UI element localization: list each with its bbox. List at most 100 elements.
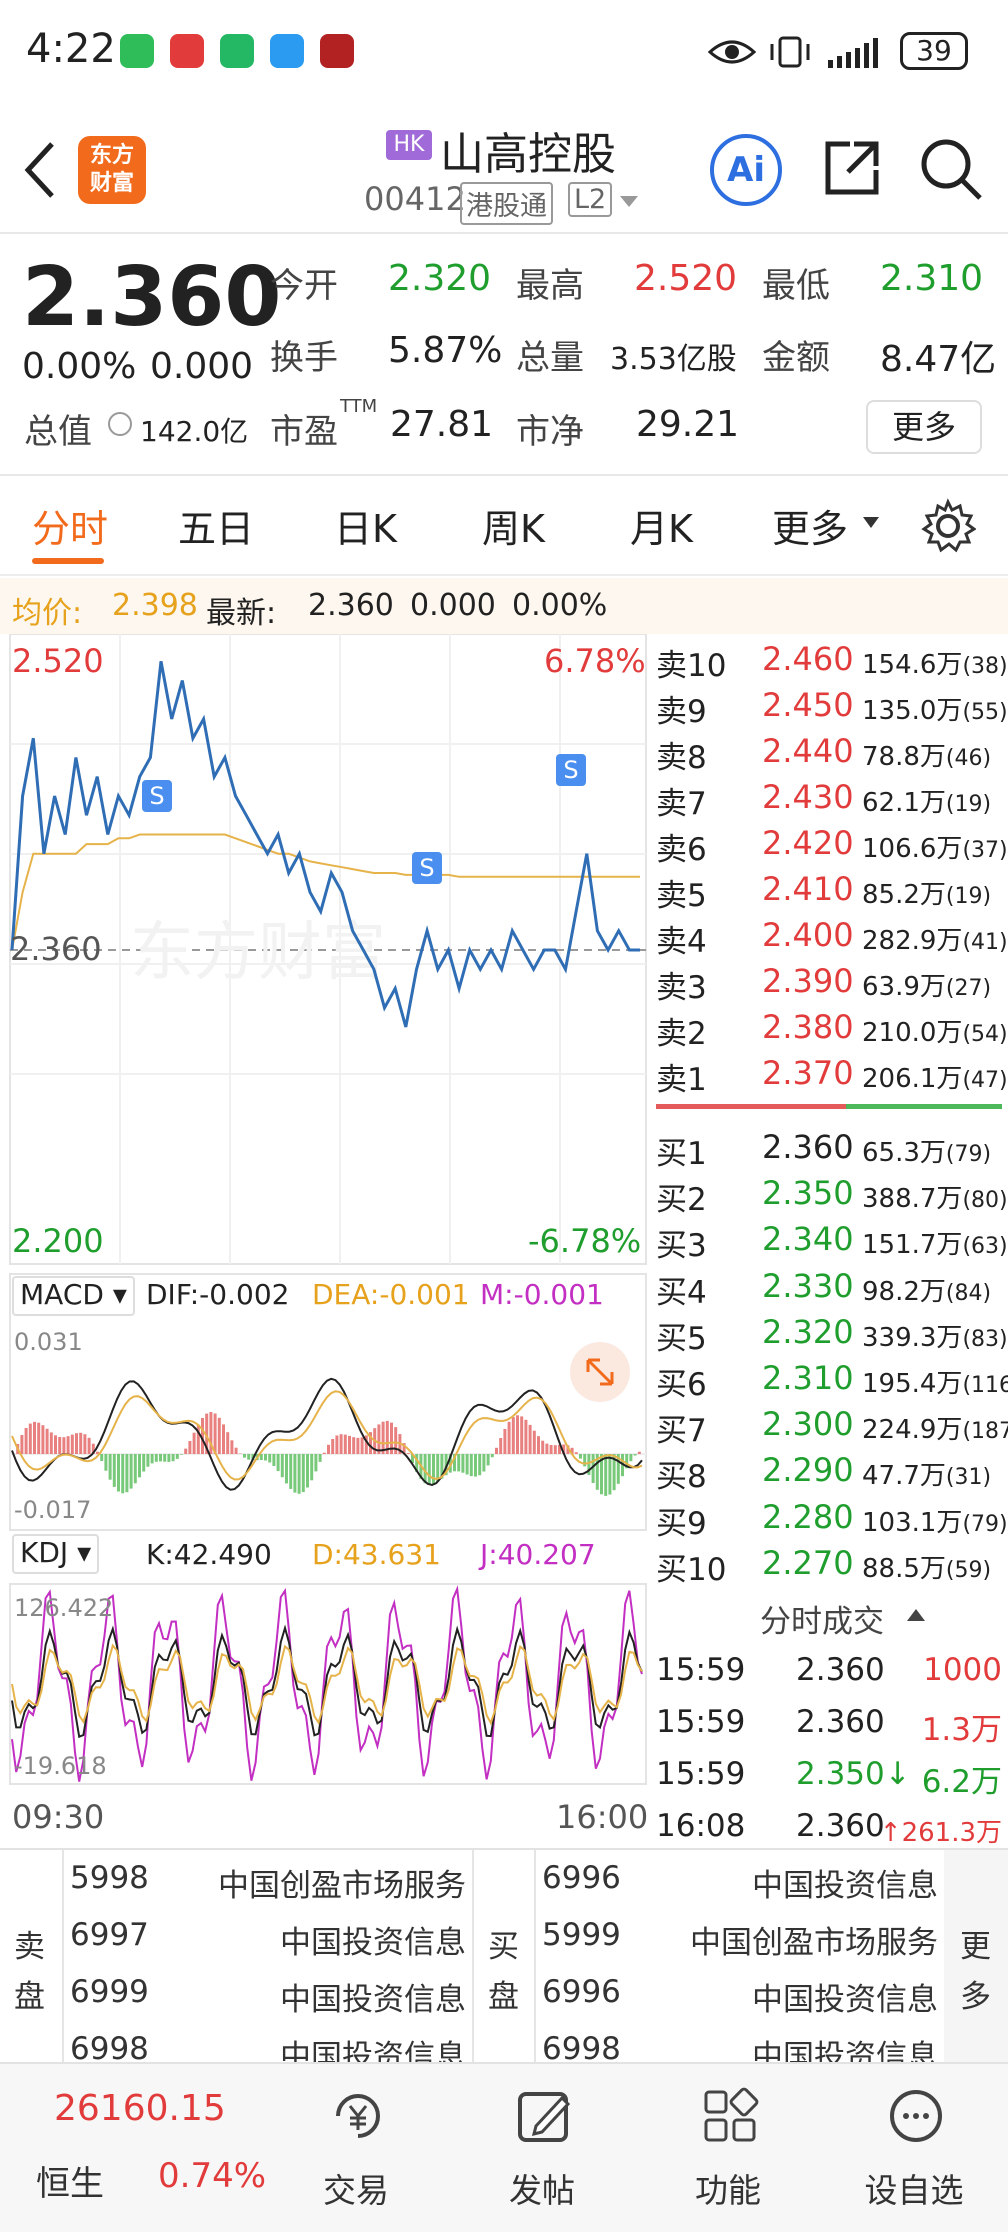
sell-marker[interactable]: S <box>412 852 442 884</box>
macd-selector[interactable]: MACD ▾ <box>12 1276 135 1316</box>
bid-count: (187) <box>962 1419 1008 1444</box>
ask-level: 卖8 <box>656 732 707 777</box>
kdj-selector[interactable]: KDJ ▾ <box>12 1534 99 1574</box>
avg-price-bar: 均价: 2.398 最新: 2.360 0.000 0.00% <box>0 578 1008 634</box>
share-icon[interactable] <box>820 136 884 200</box>
quote-label: 最低 <box>762 258 830 307</box>
broker-more-button[interactable]: 更 多 <box>944 1850 1008 2064</box>
watchlist-dots-icon <box>886 2086 946 2146</box>
y-high-label: 2.520 <box>12 642 104 680</box>
ask-level: 卖3 <box>656 962 707 1007</box>
nav-trade[interactable]: 交易 <box>266 2064 446 2234</box>
more-quote-button[interactable]: 更多 <box>866 400 982 454</box>
tick-time: 15:59 <box>656 1756 745 1792</box>
macd-bar <box>188 1441 191 1454</box>
ask-volume: 62.1万 <box>862 788 946 818</box>
tab-daily-k[interactable]: 日K <box>334 498 397 553</box>
status-time: 4:22 <box>26 26 116 72</box>
macd-bar <box>214 1414 217 1455</box>
macd-bar <box>495 1448 498 1454</box>
macd-bar <box>293 1454 296 1493</box>
nav-post[interactable]: 发帖 <box>452 2064 632 2234</box>
macd-bar <box>487 1454 490 1465</box>
tab-five-day[interactable]: 五日 <box>178 498 254 553</box>
bid-price: 2.270 <box>762 1544 854 1582</box>
tick-price: 2.360 <box>796 1808 885 1844</box>
tab-intraday[interactable]: 分时 <box>32 498 108 553</box>
macd-bar <box>575 1452 578 1454</box>
chevron-down-icon[interactable] <box>618 194 640 210</box>
macd-bar <box>634 1454 637 1456</box>
nav-add-watchlist[interactable]: 设自选 <box>824 2064 1004 2234</box>
bid-volume: 88.5万 <box>862 1554 946 1584</box>
macd-bar <box>58 1437 61 1454</box>
macd-bar <box>323 1453 326 1454</box>
ask-count: (19) <box>946 884 991 909</box>
macd-bar <box>46 1429 49 1454</box>
bid-volume: 224.9万 <box>862 1415 962 1445</box>
tab-weekly-k[interactable]: 周K <box>482 498 545 553</box>
info-dots-icon[interactable] <box>108 412 132 436</box>
search-icon[interactable] <box>918 136 984 202</box>
broker-id: 6996 <box>542 1974 621 2010</box>
macd-bar <box>466 1454 469 1475</box>
broker-name: 中国创盈市场服务 <box>218 1860 466 1905</box>
bid-volume: 388.7万 <box>862 1184 962 1214</box>
bid-price: 2.330 <box>762 1267 854 1305</box>
ask-volume: 85.2万 <box>862 880 946 910</box>
intraday-chart[interactable]: 东方财富 2.520 6.78% 2.360 2.200 -6.78% S S … <box>0 634 648 1842</box>
bid-price: 2.360 <box>762 1128 854 1166</box>
bid-level: 买8 <box>656 1451 707 1496</box>
nav-functions[interactable]: 功能 <box>638 2064 818 2234</box>
bid-level: 买1 <box>656 1128 707 1173</box>
settings-gear-icon[interactable] <box>920 498 976 554</box>
macd-bar <box>516 1415 519 1454</box>
back-arrow-icon[interactable] <box>20 140 60 200</box>
ticks-title[interactable]: 分时成交 <box>760 1596 884 1641</box>
sell-marker[interactable]: S <box>142 780 172 812</box>
ask-price: 2.450 <box>762 686 854 724</box>
macd-bar <box>88 1438 91 1454</box>
ai-assistant-button[interactable]: Ai <box>710 134 782 206</box>
app-notification-icon <box>220 34 254 68</box>
index-ticker[interactable]: 26160.15 恒生 0.74% <box>0 2064 272 2234</box>
bid-price: 2.340 <box>762 1220 854 1258</box>
sell-marker[interactable]: S <box>556 754 586 786</box>
tab-more[interactable]: 更多 <box>772 498 848 553</box>
index-change: 0.74% <box>158 2156 266 2196</box>
macd-bar <box>163 1454 166 1462</box>
pe-value: 27.81 <box>390 404 493 445</box>
dea-value: DEA:-0.001 <box>312 1278 470 1311</box>
macd-bar <box>340 1434 343 1454</box>
change-amount: 0.000 <box>150 346 253 387</box>
bid-level: 买6 <box>656 1359 707 1404</box>
tab-monthly-k[interactable]: 月K <box>630 498 693 553</box>
macd-bar <box>512 1417 515 1454</box>
